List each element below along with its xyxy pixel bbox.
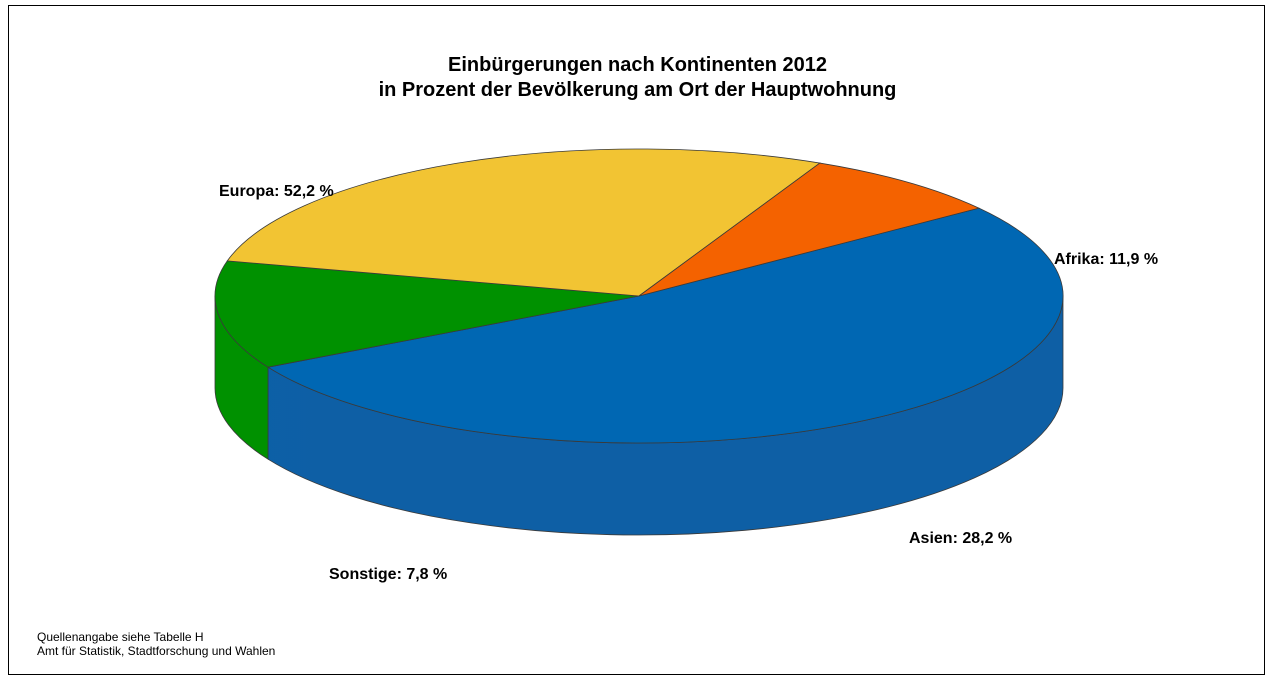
- publisher-note: Amt für Statistik, Stadtforschung und Wa…: [37, 644, 276, 658]
- chart-title: Einbürgerungen nach Kontinenten 2012 in …: [0, 53, 1275, 103]
- pie-slice-asien: [226, 148, 821, 297]
- source-note: Quellenangabe siehe Tabelle H: [37, 630, 204, 644]
- slice-label-asien: Asien: 28,2 %: [909, 530, 1012, 547]
- chart-title-line1: Einbürgerungen nach Kontinenten 2012: [448, 54, 827, 76]
- slice-label-afrika: Afrika: 11,9 %: [1054, 251, 1158, 268]
- chart-footer: Quellenangabe siehe Tabelle H Amt für St…: [37, 630, 275, 658]
- pie-slice-afrika: [214, 260, 640, 368]
- slice-label-sonstige: Sonstige: 7,8 %: [329, 566, 447, 583]
- pie-slice-sonstige: [638, 162, 981, 297]
- chart-title-line2: in Prozent der Bevölkerung am Ort der Ha…: [378, 79, 897, 101]
- slice-label-europa: Europa: 52,2 %: [219, 183, 334, 200]
- pie-slice-europa: [266, 207, 1064, 444]
